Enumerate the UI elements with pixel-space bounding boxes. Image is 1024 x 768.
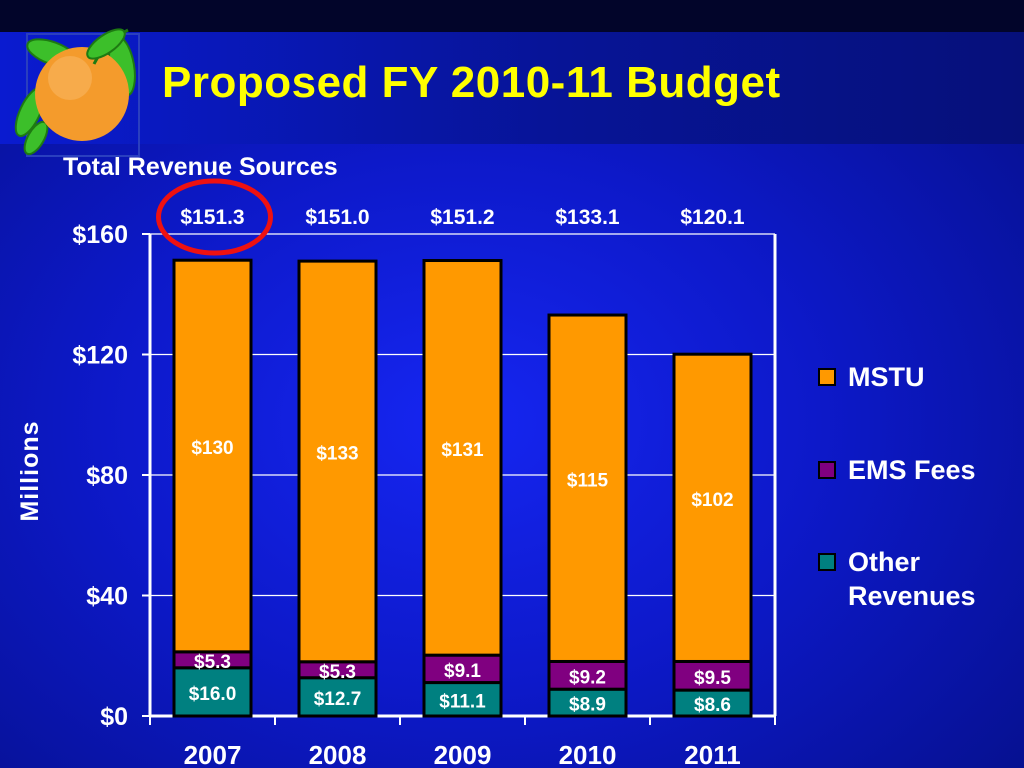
data-label-mstu: $130 xyxy=(191,438,233,459)
y-tick-label: $0 xyxy=(100,703,128,731)
total-label: $151.0 xyxy=(305,206,369,229)
legend-label-mstu: MSTU xyxy=(848,362,925,392)
legend-swatch-other-revenues xyxy=(818,553,836,571)
y-tick-label: $160 xyxy=(72,221,128,249)
legend-swatch-mstu xyxy=(818,368,836,386)
data-label-ems-fees: $9.5 xyxy=(694,668,731,689)
data-label-other-revenues: $16.0 xyxy=(189,684,237,705)
legend-label-other-revenues: Other Revenues xyxy=(848,547,976,611)
data-label-mstu: $131 xyxy=(441,440,484,461)
page-title: Proposed FY 2010-11 Budget xyxy=(162,58,781,107)
bar-segment-mstu xyxy=(172,258,253,654)
x-tick-label: 2009 xyxy=(434,740,492,768)
data-label-ems-fees: $5.3 xyxy=(194,652,231,673)
legend-item-mstu: MSTU xyxy=(818,360,925,394)
bar-segment-ems-fees xyxy=(672,659,753,692)
legend-label-ems-fees: EMS Fees xyxy=(848,455,976,485)
bar-segment-mstu xyxy=(297,259,378,664)
bar-segment-other-revenues xyxy=(547,687,628,718)
orange-with-leaves-icon xyxy=(14,28,140,157)
top-band xyxy=(0,0,1024,32)
total-label: $120.1 xyxy=(680,206,745,229)
bar-segment-mstu xyxy=(422,259,503,657)
legend-swatch-ems-fees xyxy=(818,461,836,479)
x-tick-label: 2008 xyxy=(309,740,367,768)
bar-segment-mstu xyxy=(547,313,628,663)
data-label-mstu: $133 xyxy=(316,443,358,464)
bar-segment-other-revenues xyxy=(172,666,253,718)
legend-item-other-revenues: Other Revenues xyxy=(818,545,976,613)
total-label: $133.1 xyxy=(555,206,620,229)
x-tick-label: 2010 xyxy=(559,740,617,768)
title-band xyxy=(0,32,1024,144)
bar-segment-other-revenues xyxy=(672,688,753,718)
bar-segment-other-revenues xyxy=(297,676,378,718)
data-label-mstu: $102 xyxy=(691,490,733,511)
y-axis-label: Millions xyxy=(16,420,44,521)
data-label-ems-fees: $5.3 xyxy=(319,662,356,683)
y-tick-label: $80 xyxy=(86,462,128,490)
data-label-other-revenues: $12.7 xyxy=(314,689,362,710)
bar-segment-mstu xyxy=(672,352,753,663)
total-label: $151.3 xyxy=(180,206,244,229)
total-label: $151.2 xyxy=(430,206,494,229)
highlight-circle xyxy=(156,178,273,256)
x-tick-label: 2007 xyxy=(184,740,242,768)
data-label-other-revenues: $8.9 xyxy=(569,695,606,716)
y-tick-label: $40 xyxy=(86,583,128,611)
data-label-other-revenues: $11.1 xyxy=(439,691,486,712)
chart-subtitle: Total Revenue Sources xyxy=(63,153,338,181)
data-label-ems-fees: $9.2 xyxy=(569,667,606,688)
y-tick-label: $120 xyxy=(72,342,128,370)
x-tick-label: 2011 xyxy=(684,740,740,768)
data-label-mstu: $115 xyxy=(567,470,609,491)
legend-item-ems-fees: EMS Fees xyxy=(818,453,976,487)
data-label-ems-fees: $9.1 xyxy=(444,661,481,682)
data-label-other-revenues: $8.6 xyxy=(694,695,731,716)
